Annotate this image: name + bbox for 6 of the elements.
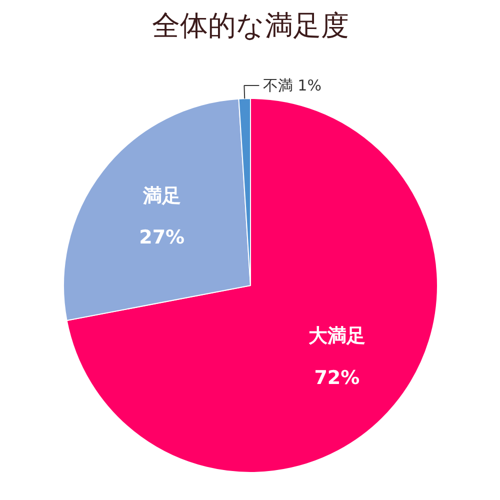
data-label: 27% [139,226,185,249]
slice-label: 満足 [142,184,181,207]
data-label: 72% [314,366,360,389]
slice-label: 不満 1% [262,76,322,95]
slice-label: 大満足 [308,325,366,348]
chart-title: 全体的な満足度 [152,9,349,42]
